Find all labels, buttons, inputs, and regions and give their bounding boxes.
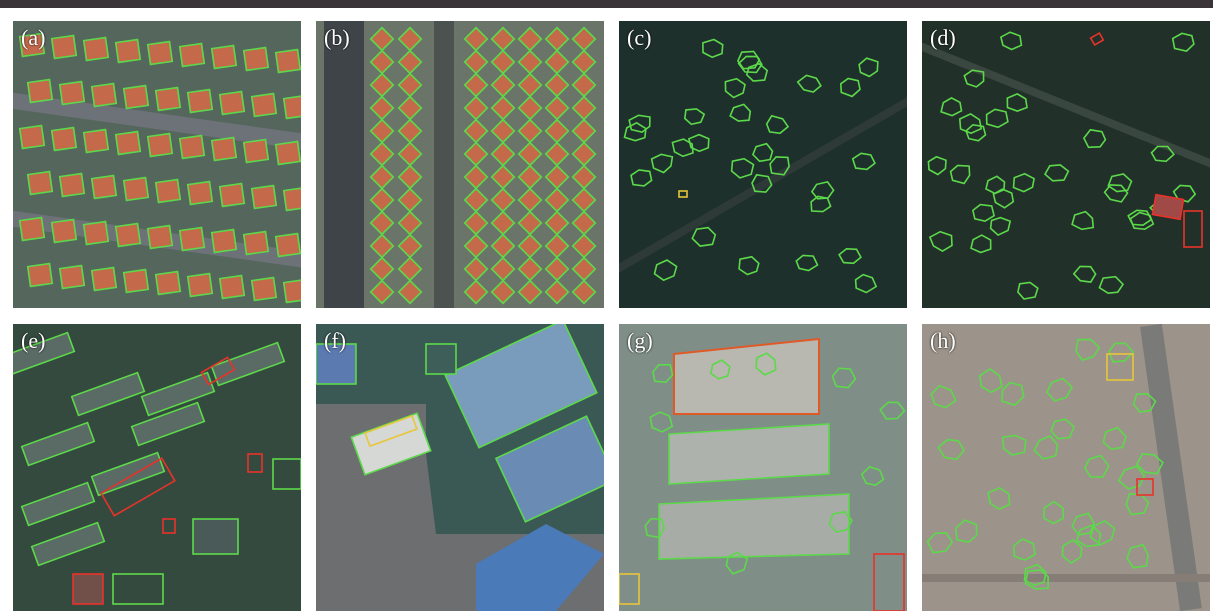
panel-label: (h) — [930, 328, 956, 353]
panel-h-image — [922, 324, 1210, 611]
panel-b-image — [316, 21, 604, 308]
panel-g: (g) — [619, 324, 907, 611]
panel-e: (e) — [13, 324, 301, 611]
panel-label: (c) — [627, 25, 652, 50]
panel-g-image — [619, 324, 907, 611]
panel-d-image — [922, 21, 1210, 308]
panel-e-image — [13, 324, 301, 611]
panel-label: (a) — [21, 25, 46, 50]
panel-b: (b) — [316, 21, 604, 308]
panel-h: (h) — [922, 324, 1210, 611]
panel-label: (b) — [324, 25, 350, 50]
panel-a-image — [13, 21, 301, 308]
panel-f: (f) — [316, 324, 604, 611]
panel-c: (c) — [619, 21, 907, 308]
panel-label: (g) — [627, 328, 653, 353]
panel-d: (d) — [922, 21, 1210, 308]
panel-a: (a) — [13, 21, 301, 308]
panel-label: (f) — [324, 328, 346, 353]
panel-label: (e) — [21, 328, 46, 353]
panel-c-image — [619, 21, 907, 308]
panel-label: (d) — [930, 25, 956, 50]
top-border — [0, 0, 1213, 8]
panel-f-image — [316, 324, 604, 611]
